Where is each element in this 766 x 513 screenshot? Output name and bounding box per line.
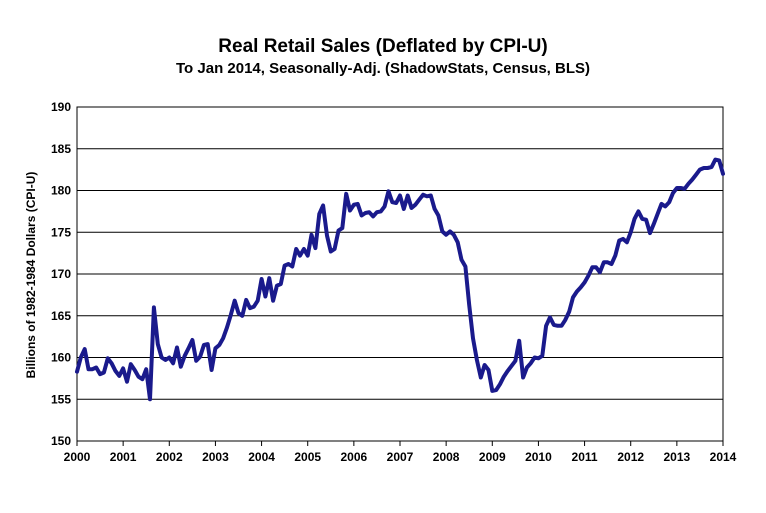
series-layer (75, 157, 725, 402)
x-tick-label: 2009 (479, 450, 506, 464)
x-tick-label: 2014 (710, 450, 737, 464)
y-axis: 150 155 160 165 170 175 180 185 190 (51, 100, 71, 448)
y-tick-label: 190 (51, 100, 71, 114)
y-tick-label: 180 (51, 184, 71, 198)
x-tick-label: 2007 (387, 450, 414, 464)
x-axis: 2000 2001 2002 2003 2004 2005 2006 2007 2008 2009… (64, 441, 737, 464)
chart-subtitle: To Jan 2014, Seasonally-Adj. (ShadowStat… (176, 60, 590, 77)
y-tick-label: 160 (51, 351, 71, 365)
y-tick-label: 175 (51, 225, 71, 239)
x-tick-label: 2005 (294, 450, 321, 464)
x-tick-label: 2001 (110, 450, 137, 464)
x-tick-label: 2013 (664, 450, 691, 464)
x-tick-label: 2003 (202, 450, 229, 464)
y-axis-title: Billions of 1982-1984 Dollars (CPI-U) (24, 172, 38, 379)
y-tick-label: 165 (51, 309, 71, 323)
gridlines (77, 106, 723, 442)
y-tick-label: 155 (51, 392, 71, 406)
x-tick-label: 2010 (525, 450, 552, 464)
x-tick-label: 2012 (617, 450, 644, 464)
x-tick-label: 2011 (572, 450, 598, 464)
y-tick-label: 170 (51, 267, 71, 281)
x-tick-label: 2000 (64, 450, 91, 464)
y-tick-label: 185 (51, 142, 71, 156)
x-tick-label: 2002 (156, 450, 183, 464)
y-tick-label: 150 (51, 434, 71, 448)
series-line (75, 157, 725, 402)
x-tick-label: 2004 (248, 450, 275, 464)
x-tick-label: 2006 (341, 450, 368, 464)
x-tick-label: 2008 (433, 450, 460, 464)
chart-title: Real Retail Sales (Deflated by CPI-U) (218, 36, 548, 57)
